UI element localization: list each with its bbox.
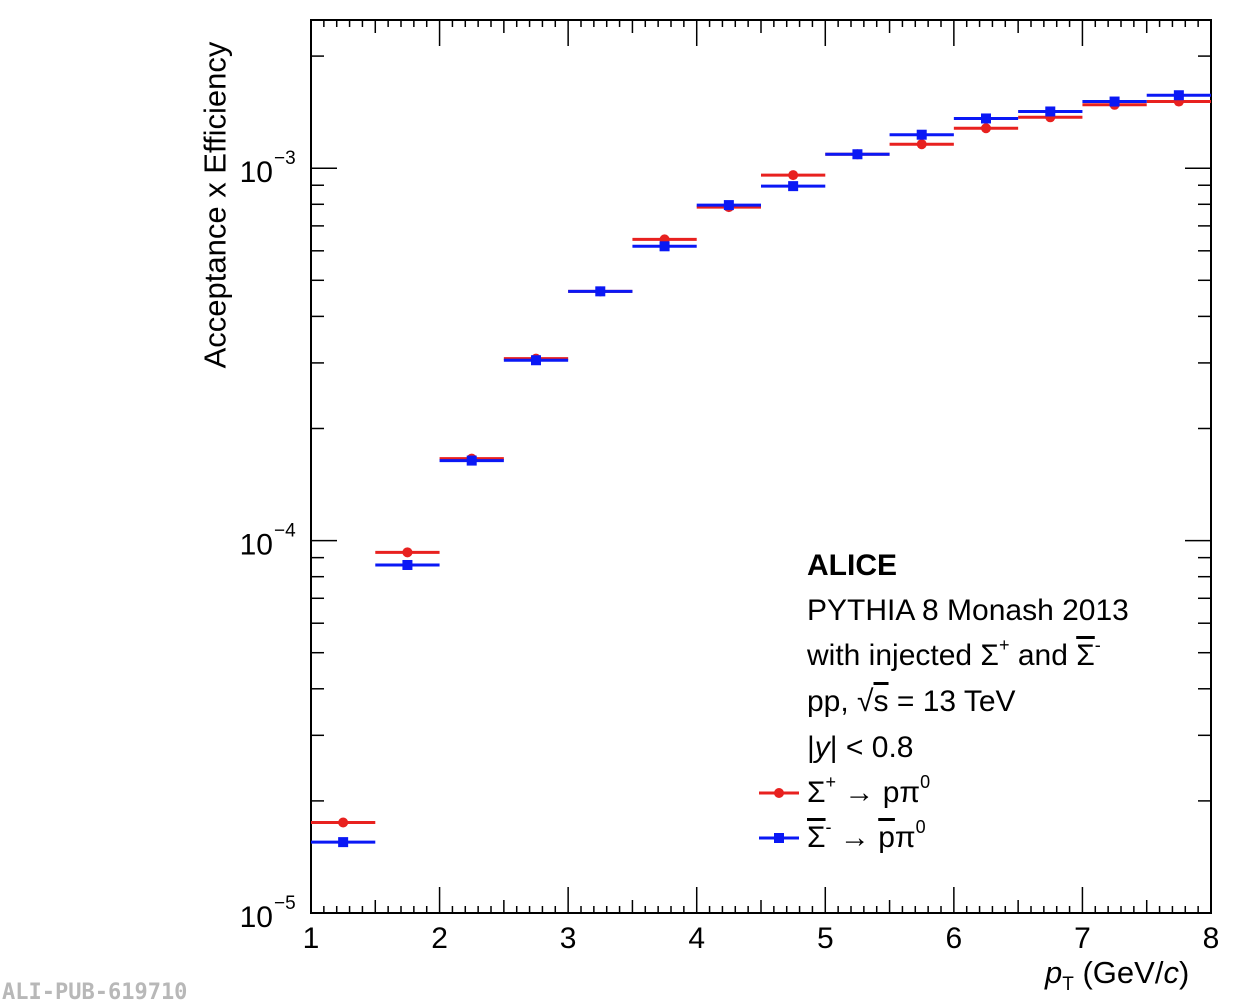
- y-tick-label: 10: [240, 901, 273, 934]
- data-point-circle: [402, 547, 413, 558]
- series-1: [311, 90, 1211, 848]
- y-axis-label: Acceptance x Efficiency: [197, 41, 233, 369]
- data-point-square: [788, 181, 799, 192]
- legend-entry-sigma-plus: Σ+ → pπ0: [807, 773, 930, 809]
- x-label-unit-c: c: [1163, 955, 1179, 990]
- injected-sup2: -: [1094, 635, 1101, 655]
- y-tick-label: 10: [240, 529, 273, 562]
- y-tick-exponent: −3: [274, 148, 296, 169]
- leg2-sigma: Σ: [807, 821, 826, 854]
- leg1-arrow: → pπ: [836, 776, 921, 809]
- x-tick-label: 3: [560, 922, 577, 955]
- x-tick-label: 1: [303, 922, 320, 955]
- data-point-square: [595, 286, 606, 297]
- data-point-square: [1045, 106, 1056, 117]
- x-tick-label: 8: [1203, 922, 1220, 955]
- data-point-square: [852, 149, 863, 160]
- data-point-square: [338, 837, 349, 848]
- injected-sup1: +: [998, 635, 1010, 655]
- rapidity-label: |y| < 0.8: [807, 733, 913, 763]
- data-point-square: [466, 455, 477, 466]
- rap-y: y: [814, 731, 830, 764]
- data-point-square: [981, 113, 991, 124]
- leg2-sup0: 0: [915, 817, 926, 837]
- data-point-square: [531, 355, 541, 366]
- rap-pre: |: [807, 731, 815, 764]
- legend-marker-circle: [774, 788, 784, 798]
- plot-frame: [310, 19, 1212, 914]
- x-label-unit-post: ): [1178, 955, 1190, 990]
- watermark: ALI-PUB-619710: [2, 980, 188, 1005]
- legend-marker-square: [774, 833, 784, 843]
- x-tick-label: 2: [431, 922, 448, 955]
- x-tick-label: 6: [946, 922, 963, 955]
- y-tick-exponent: −5: [274, 893, 296, 914]
- leg2-p: p: [878, 821, 895, 854]
- leg1-sup: +: [825, 772, 837, 792]
- system-sqrt: √: [857, 685, 874, 718]
- x-label-unit-pre: (GeV/: [1073, 955, 1164, 990]
- leg1-sup0: 0: [920, 772, 931, 792]
- data-point-square: [723, 200, 734, 211]
- injected-mid: and: [1009, 639, 1077, 672]
- x-label-p: p: [1045, 955, 1063, 990]
- data-point-square: [402, 559, 413, 570]
- x-tick-label: 7: [1074, 922, 1091, 955]
- system-post: = 13 TeV: [888, 685, 1016, 718]
- data-point-circle: [338, 817, 349, 828]
- x-tick-label: 4: [688, 922, 705, 955]
- injected-pre: with injected Σ: [807, 639, 999, 672]
- system-label: pp, √s = 13 TeV: [807, 687, 1016, 717]
- y-tick-exponent: −4: [274, 521, 296, 542]
- data-point-square: [1109, 96, 1120, 107]
- data-point-square: [1173, 90, 1184, 101]
- generator-label: PYTHIA 8 Monash 2013: [807, 594, 1129, 627]
- x-axis-label: pT (GeV/c): [1045, 957, 1189, 994]
- data-point-square: [916, 129, 927, 140]
- legend-entry-antisigma-minus: Σ- → pπ0: [807, 818, 926, 854]
- y-tick-label: 10: [240, 156, 273, 189]
- rap-post: | < 0.8: [829, 731, 914, 764]
- injected-antisigma: Σ: [1076, 639, 1095, 672]
- leg2-sup: -: [825, 817, 832, 837]
- x-tick-label: 5: [817, 922, 834, 955]
- system-s: s: [873, 685, 889, 718]
- alice-label: ALICE: [807, 549, 897, 582]
- leg1-sigma: Σ: [807, 776, 826, 809]
- leg2-pi: π: [894, 821, 916, 854]
- data-point-circle: [916, 139, 927, 150]
- data-point-circle: [788, 170, 799, 181]
- data-point-square: [659, 241, 670, 252]
- leg2-arrow: →: [831, 821, 879, 854]
- injected-label: with injected Σ+ and Σ-: [807, 636, 1101, 672]
- system-pre: pp,: [807, 685, 858, 718]
- data-point-circle: [981, 123, 991, 134]
- x-label-sub: T: [1062, 974, 1074, 996]
